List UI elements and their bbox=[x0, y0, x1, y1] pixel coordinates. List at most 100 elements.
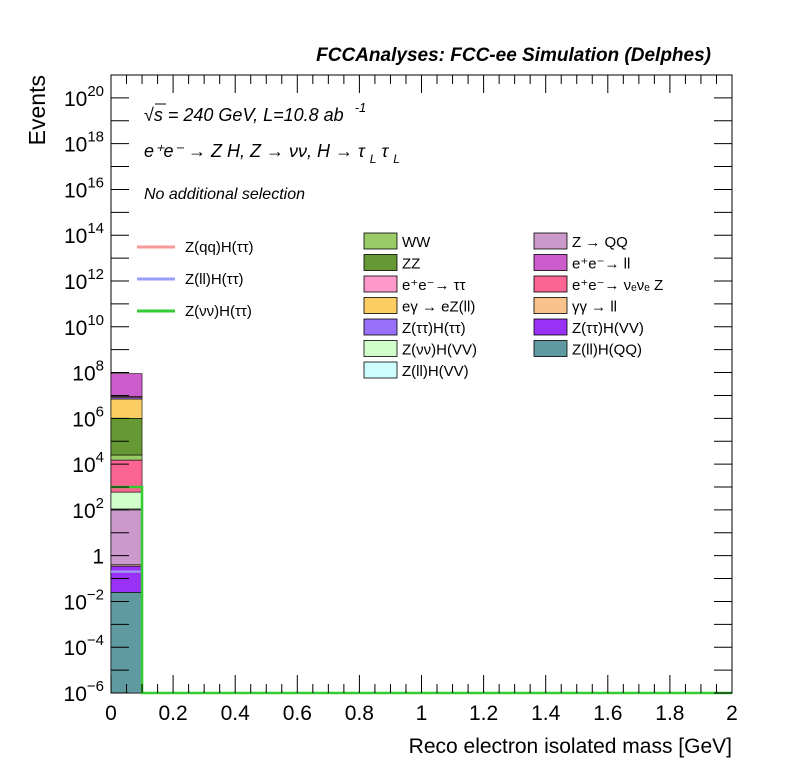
x-tick-label: 1.8 bbox=[655, 702, 684, 725]
legend-label: e⁺e⁻→ νₑνₑ Z bbox=[572, 277, 663, 294]
y-tick-label: 10−6 bbox=[64, 678, 104, 706]
x-tick-label: 0.2 bbox=[158, 702, 187, 725]
y-tick-exp: −2 bbox=[87, 586, 104, 603]
legend-label: ZZ bbox=[402, 256, 420, 273]
y-tick-base: 10 bbox=[64, 591, 87, 614]
y-tick-exp: 20 bbox=[87, 83, 104, 100]
y-tick-exp: 16 bbox=[87, 174, 104, 191]
legend-swatch bbox=[533, 254, 568, 271]
y-tick-base: 10 bbox=[64, 317, 87, 340]
y-tick-base: 10 bbox=[72, 408, 95, 431]
x-tick-label: 1.6 bbox=[593, 702, 622, 725]
y-axis-label: Events bbox=[24, 75, 50, 145]
process-tau: τ bbox=[381, 141, 389, 161]
x-tick-label: 0.8 bbox=[345, 702, 374, 725]
annotation-process: e⁺e⁻ → Z H, Z → νν, H → τ L τ L bbox=[144, 141, 400, 167]
legend-label: Z(νν)H(VV) bbox=[402, 342, 477, 359]
y-tick-base: 10 bbox=[64, 88, 87, 111]
annotation-selection: No additional selection bbox=[144, 186, 305, 203]
legend-swatch bbox=[533, 318, 568, 336]
bar-segment-9 bbox=[110, 398, 143, 419]
bar-segment-0 bbox=[110, 592, 143, 694]
legend-line-label: Z(νν)H(ττ) bbox=[185, 303, 252, 320]
y-tick-base: 10 bbox=[64, 225, 87, 248]
y-tick-label: 1012 bbox=[64, 266, 104, 294]
svg-text:√s = 240 GeV, L=10.8 ab: √s = 240 GeV, L=10.8 ab -1 bbox=[144, 100, 366, 125]
y-tick-label: 104 bbox=[72, 449, 104, 477]
legend-swatch bbox=[363, 275, 398, 293]
legend-swatch bbox=[533, 297, 568, 314]
x-tick-label: 1.2 bbox=[469, 702, 498, 725]
process-sub2: L bbox=[393, 152, 400, 166]
legend-label: Z(ττ)H(VV) bbox=[572, 320, 644, 337]
svg-text:e⁺e⁻ → Z H, Z → νν, H → τ: e⁺e⁻ → Z H, Z → νν, H → τ L τ L bbox=[144, 141, 400, 167]
legend-swatch bbox=[363, 340, 398, 357]
legend-swatch bbox=[533, 275, 568, 293]
x-tick-label: 0 bbox=[105, 702, 117, 725]
x-tick-label: 1 bbox=[416, 702, 428, 725]
legend-swatch bbox=[533, 340, 568, 357]
y-tick-exp: 8 bbox=[96, 358, 104, 375]
y-axis: 10−610−410−21102104106108101010121014101… bbox=[64, 74, 732, 706]
y-tick-base: 10 bbox=[64, 637, 87, 660]
y-tick-base: 10 bbox=[64, 179, 87, 202]
legend-label: WW bbox=[402, 234, 431, 251]
chart-title: FCCAnalyses: FCC-ee Simulation (Delphes) bbox=[316, 45, 711, 66]
legend-label: Z(ll)H(VV) bbox=[402, 363, 469, 380]
legend-swatch bbox=[363, 361, 398, 379]
y-tick-exp: 6 bbox=[96, 403, 104, 420]
legend-label: Z(ττ)H(ττ) bbox=[402, 320, 466, 337]
x-tick-label: 0.4 bbox=[221, 702, 251, 725]
y-tick-label: 1014 bbox=[64, 220, 104, 248]
y-tick-base: 10 bbox=[64, 134, 87, 157]
y-tick-base: 10 bbox=[64, 683, 87, 706]
legend-label: e⁺e⁻→ ll bbox=[572, 256, 630, 273]
x-tick-label: 1.4 bbox=[531, 702, 561, 725]
legend-swatch bbox=[363, 318, 398, 336]
y-tick-label: 108 bbox=[72, 358, 104, 386]
bar-segment-1 bbox=[110, 565, 143, 593]
annotation-energy: √s = 240 GeV, L=10.8 ab -1 bbox=[144, 100, 366, 125]
y-tick-base: 10 bbox=[72, 500, 95, 523]
y-tick-label: 1018 bbox=[64, 129, 104, 157]
y-tick-exp: −6 bbox=[87, 678, 104, 695]
bar-segment-8 bbox=[110, 418, 143, 456]
energy-text: √s = 240 GeV, L=10.8 ab bbox=[144, 105, 344, 125]
y-tick-label: 106 bbox=[72, 403, 104, 431]
y-tick-exp: −4 bbox=[87, 632, 104, 649]
x-axis-label: Reco electron isolated mass [GeV] bbox=[409, 735, 732, 758]
y-tick-exp: 10 bbox=[87, 312, 104, 329]
process-text: e⁺e⁻ → Z H, Z → νν, H → τ bbox=[144, 141, 366, 161]
y-tick-label: 102 bbox=[72, 495, 104, 523]
legend-column-2: Z → QQ e⁺e⁻→ ll e⁺e⁻→ νₑνₑ Z γγ → ll Z(ττ)H(… bbox=[533, 232, 663, 359]
y-tick-label: 10−2 bbox=[64, 586, 104, 614]
bar-segment-5 bbox=[110, 491, 143, 510]
x-tick-label: 2 bbox=[726, 702, 738, 725]
y-tick-exp: 2 bbox=[96, 495, 104, 512]
energy-sup: -1 bbox=[355, 100, 367, 115]
stacked-bars bbox=[110, 373, 143, 694]
legend-line-label: Z(ll)H(ττ) bbox=[185, 271, 244, 288]
bar-segment-3 bbox=[110, 509, 143, 566]
legend-column-1: WW ZZ e⁺e⁻→ ττ eγ → eZ(ll) Z(ττ)H(ττ) Z(νν)H(… bbox=[363, 232, 477, 380]
y-tick-base: 10 bbox=[64, 271, 87, 294]
x-tick-label: 0.6 bbox=[283, 702, 312, 725]
y-tick-base: 10 bbox=[72, 454, 95, 477]
y-tick-exp: 14 bbox=[87, 220, 104, 237]
legend-swatch bbox=[533, 232, 568, 250]
bar-segment-7 bbox=[110, 454, 143, 461]
y-tick-label: 10−4 bbox=[64, 632, 104, 660]
y-tick-base: 10 bbox=[72, 363, 95, 386]
plot-frame bbox=[110, 74, 733, 694]
y-tick-exp: 12 bbox=[87, 266, 104, 283]
legend-swatch bbox=[363, 297, 398, 314]
y-tick-exp: 4 bbox=[96, 449, 104, 466]
legend-label: e⁺e⁻→ ττ bbox=[402, 277, 466, 294]
process-sub1: L bbox=[370, 152, 377, 166]
legend-label: eγ → eZ(ll) bbox=[402, 299, 475, 316]
y-tick-exp: 18 bbox=[87, 129, 104, 146]
y-tick-label: 1020 bbox=[64, 83, 104, 111]
y-tick-label: 1 bbox=[92, 546, 104, 569]
legend-swatch bbox=[363, 232, 398, 250]
